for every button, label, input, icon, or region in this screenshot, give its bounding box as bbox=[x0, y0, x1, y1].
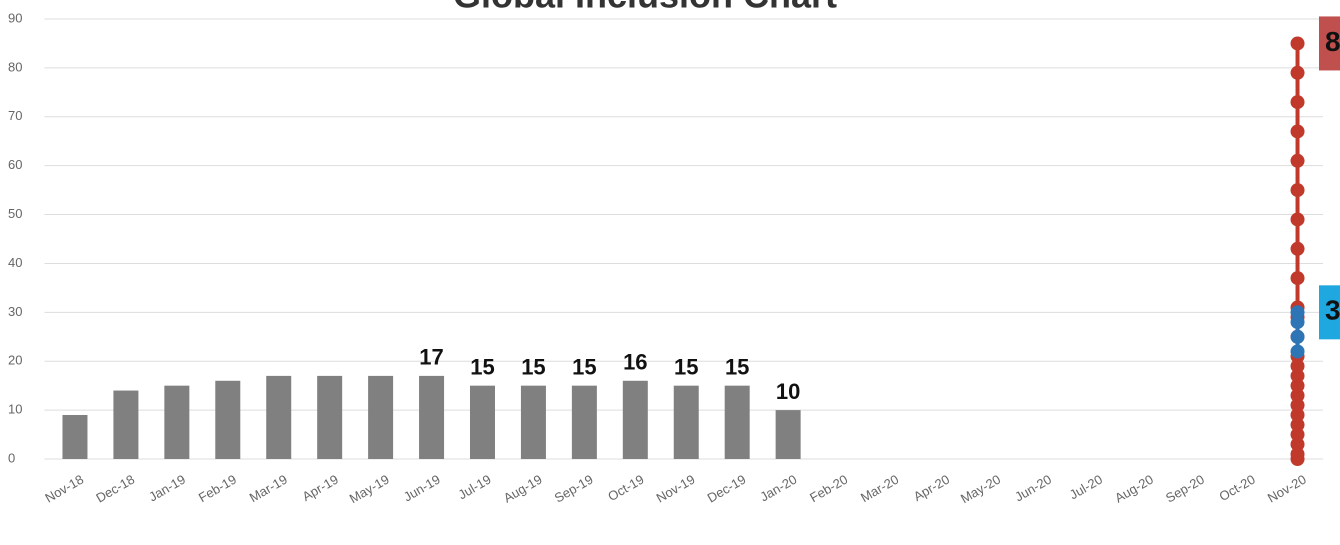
bar bbox=[164, 385, 190, 459]
x-tick-label: Mar-19 bbox=[247, 472, 290, 506]
value-label: 15 bbox=[572, 354, 596, 379]
y-tick-label: 0 bbox=[8, 450, 15, 465]
value-label: 15 bbox=[470, 354, 494, 379]
x-tick-label: Oct-20 bbox=[1217, 472, 1258, 504]
value-label: 15 bbox=[725, 354, 749, 379]
bar bbox=[266, 375, 292, 459]
bar bbox=[775, 410, 801, 459]
dot bbox=[1290, 378, 1305, 393]
dot bbox=[1290, 315, 1305, 330]
dot bbox=[1290, 447, 1305, 462]
dot bbox=[1290, 329, 1305, 344]
bar bbox=[673, 385, 699, 459]
value-label: 15 bbox=[521, 354, 545, 379]
dot bbox=[1290, 36, 1305, 51]
dot bbox=[1290, 212, 1305, 227]
x-tick-label: Dec-19 bbox=[705, 472, 749, 506]
y-tick-label: 70 bbox=[8, 108, 22, 123]
dot bbox=[1290, 241, 1305, 256]
bar bbox=[62, 415, 88, 459]
y-tick-label: 90 bbox=[8, 10, 22, 25]
bar bbox=[571, 385, 597, 459]
x-tick-label: Apr-20 bbox=[911, 472, 952, 505]
x-tick-label: Jul-20 bbox=[1067, 472, 1105, 503]
dot bbox=[1290, 408, 1305, 422]
bar bbox=[724, 385, 750, 459]
bar bbox=[113, 390, 139, 459]
bar bbox=[215, 380, 241, 459]
dot bbox=[1290, 305, 1305, 320]
end-label: 30 bbox=[1325, 295, 1340, 326]
bar bbox=[317, 375, 343, 459]
x-tick-label: Jan-20 bbox=[757, 472, 799, 505]
dot bbox=[1290, 124, 1305, 139]
end-label: 85 bbox=[1325, 26, 1340, 57]
x-tick-label: Apr-19 bbox=[300, 472, 341, 505]
dot bbox=[1290, 271, 1305, 286]
y-tick-label: 20 bbox=[8, 353, 22, 368]
bar bbox=[368, 375, 394, 459]
y-tick-label: 80 bbox=[8, 59, 22, 74]
dot bbox=[1290, 359, 1305, 374]
x-tick-label: Nov-18 bbox=[42, 472, 86, 506]
value-label: 17 bbox=[419, 345, 443, 370]
x-tick-label: May-20 bbox=[958, 472, 1003, 507]
x-tick-label: Jul-19 bbox=[456, 472, 494, 503]
dot bbox=[1290, 368, 1305, 383]
x-tick-label: Nov-19 bbox=[654, 472, 698, 506]
x-tick-label: Aug-20 bbox=[1112, 472, 1156, 506]
end-badge bbox=[1319, 285, 1340, 340]
x-tick-label: Jan-19 bbox=[146, 472, 188, 505]
dot bbox=[1290, 153, 1305, 168]
y-tick-label: 50 bbox=[8, 206, 22, 221]
x-tick-label: Jun-19 bbox=[401, 472, 443, 505]
y-tick-label: 30 bbox=[8, 304, 22, 319]
dot bbox=[1290, 183, 1305, 198]
dot bbox=[1290, 417, 1305, 432]
bar bbox=[622, 380, 648, 459]
x-tick-label: Oct-19 bbox=[605, 472, 646, 504]
y-tick-label: 60 bbox=[8, 157, 22, 172]
x-tick-label: Mar-20 bbox=[858, 472, 901, 506]
bar bbox=[469, 385, 495, 459]
x-tick-label: Jun-20 bbox=[1012, 472, 1054, 505]
value-label: 16 bbox=[623, 350, 647, 375]
x-tick-label: Nov-20 bbox=[1265, 472, 1309, 506]
value-label: 15 bbox=[674, 354, 698, 379]
x-tick-label: Feb-20 bbox=[807, 472, 850, 506]
x-tick-label: Dec-18 bbox=[93, 472, 137, 506]
dot bbox=[1290, 65, 1305, 80]
dot bbox=[1290, 437, 1305, 452]
dot bbox=[1290, 398, 1305, 413]
x-tick-label: Sep-20 bbox=[1163, 472, 1207, 506]
value-label: 10 bbox=[776, 379, 800, 404]
dot bbox=[1290, 95, 1305, 110]
x-tick-label: Aug-19 bbox=[501, 472, 545, 506]
chart-title: Global Inclusion Chart bbox=[453, 0, 837, 16]
dot bbox=[1290, 388, 1305, 403]
x-tick-label: Feb-19 bbox=[196, 472, 239, 506]
y-tick-label: 40 bbox=[8, 255, 22, 270]
x-tick-label: May-19 bbox=[347, 472, 392, 507]
dot bbox=[1290, 344, 1305, 359]
dot bbox=[1290, 427, 1305, 442]
bar bbox=[520, 385, 546, 459]
end-badge bbox=[1319, 16, 1340, 71]
x-tick-label: Sep-19 bbox=[552, 472, 596, 506]
bar bbox=[419, 375, 445, 459]
y-tick-label: 10 bbox=[8, 402, 22, 417]
